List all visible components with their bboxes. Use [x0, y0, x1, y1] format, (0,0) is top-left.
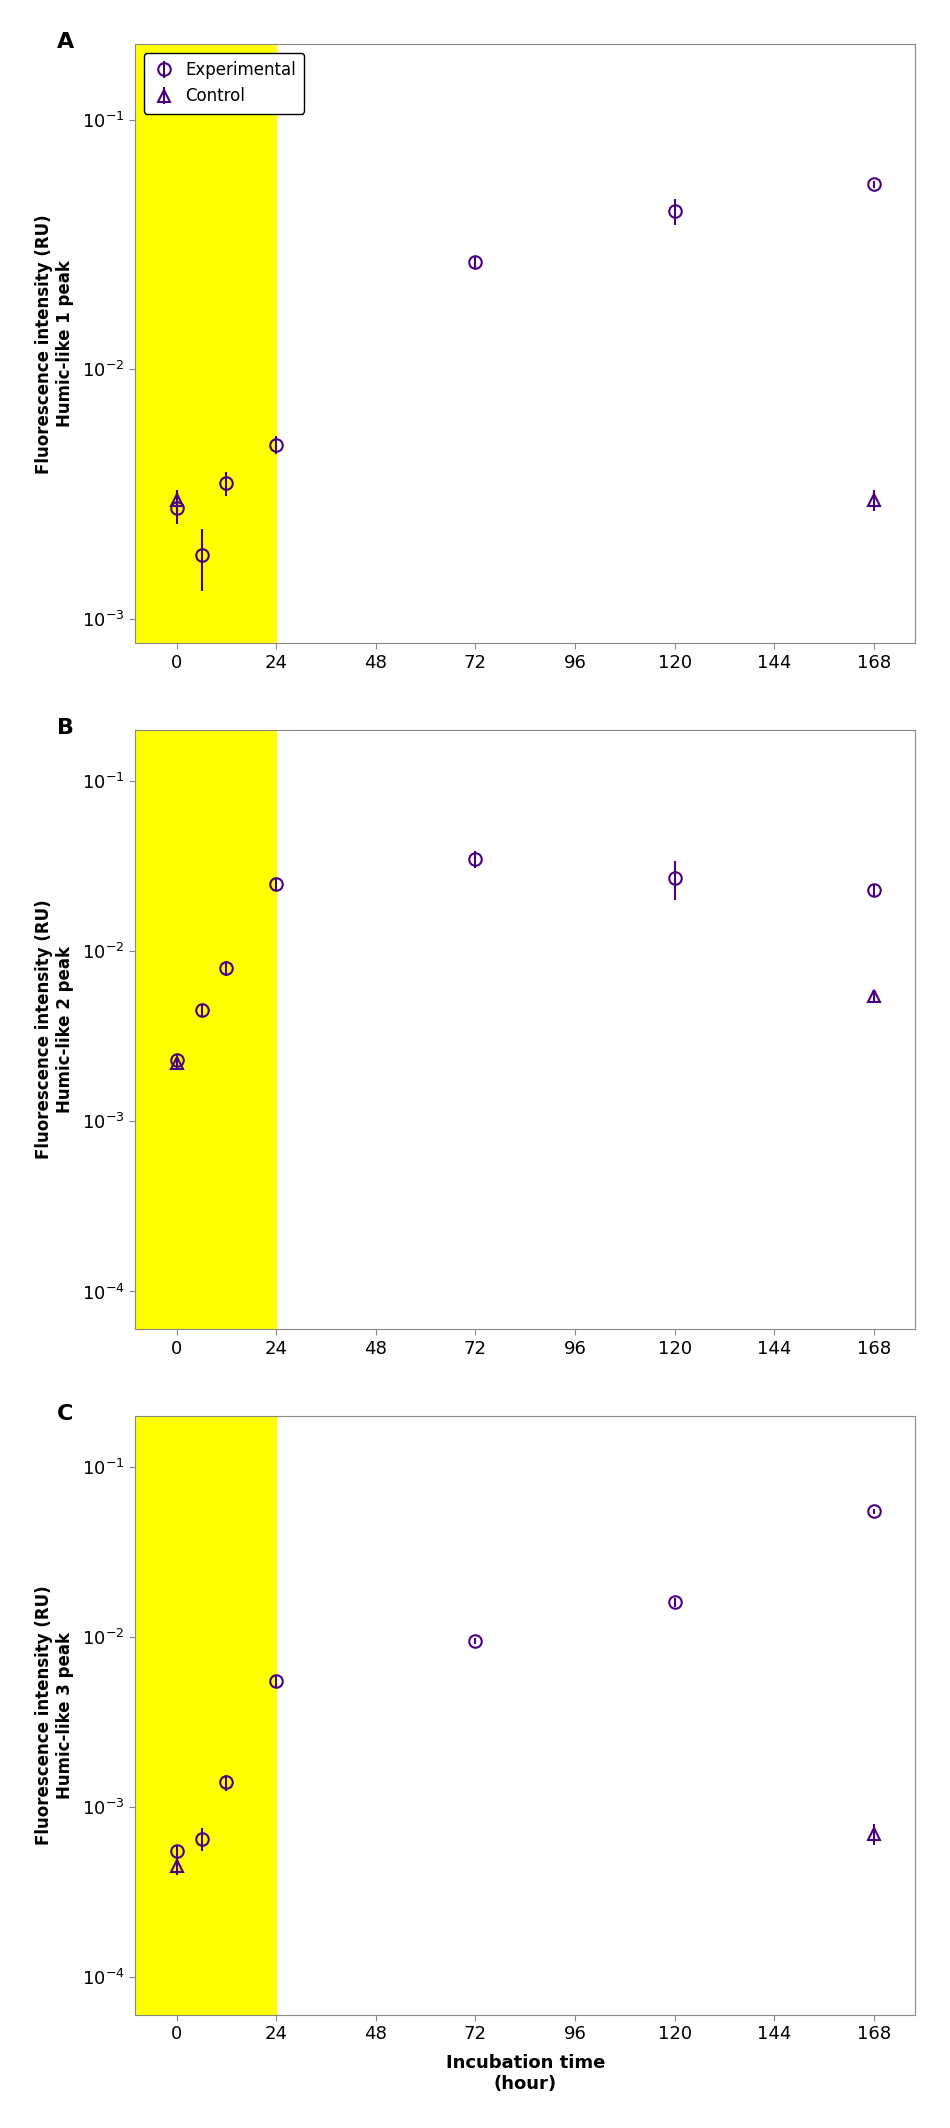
- Text: A: A: [57, 32, 74, 53]
- Y-axis label: Fluorescence intensity (RU)
Humic-like 2 peak: Fluorescence intensity (RU) Humic-like 2…: [35, 900, 73, 1160]
- Text: C: C: [57, 1404, 73, 1424]
- Bar: [135, 730, 276, 1330]
- Bar: [135, 1415, 276, 2015]
- Bar: [135, 45, 276, 643]
- Y-axis label: Fluorescence intensity (RU)
Humic-like 3 peak: Fluorescence intensity (RU) Humic-like 3…: [35, 1585, 73, 1845]
- Y-axis label: Fluorescence intensity (RU)
Humic-like 1 peak: Fluorescence intensity (RU) Humic-like 1…: [35, 215, 74, 475]
- Legend: Experimental, Control: Experimental, Control: [143, 53, 304, 113]
- X-axis label: Incubation time
(hour): Incubation time (hour): [446, 2054, 605, 2094]
- Text: B: B: [57, 717, 74, 738]
